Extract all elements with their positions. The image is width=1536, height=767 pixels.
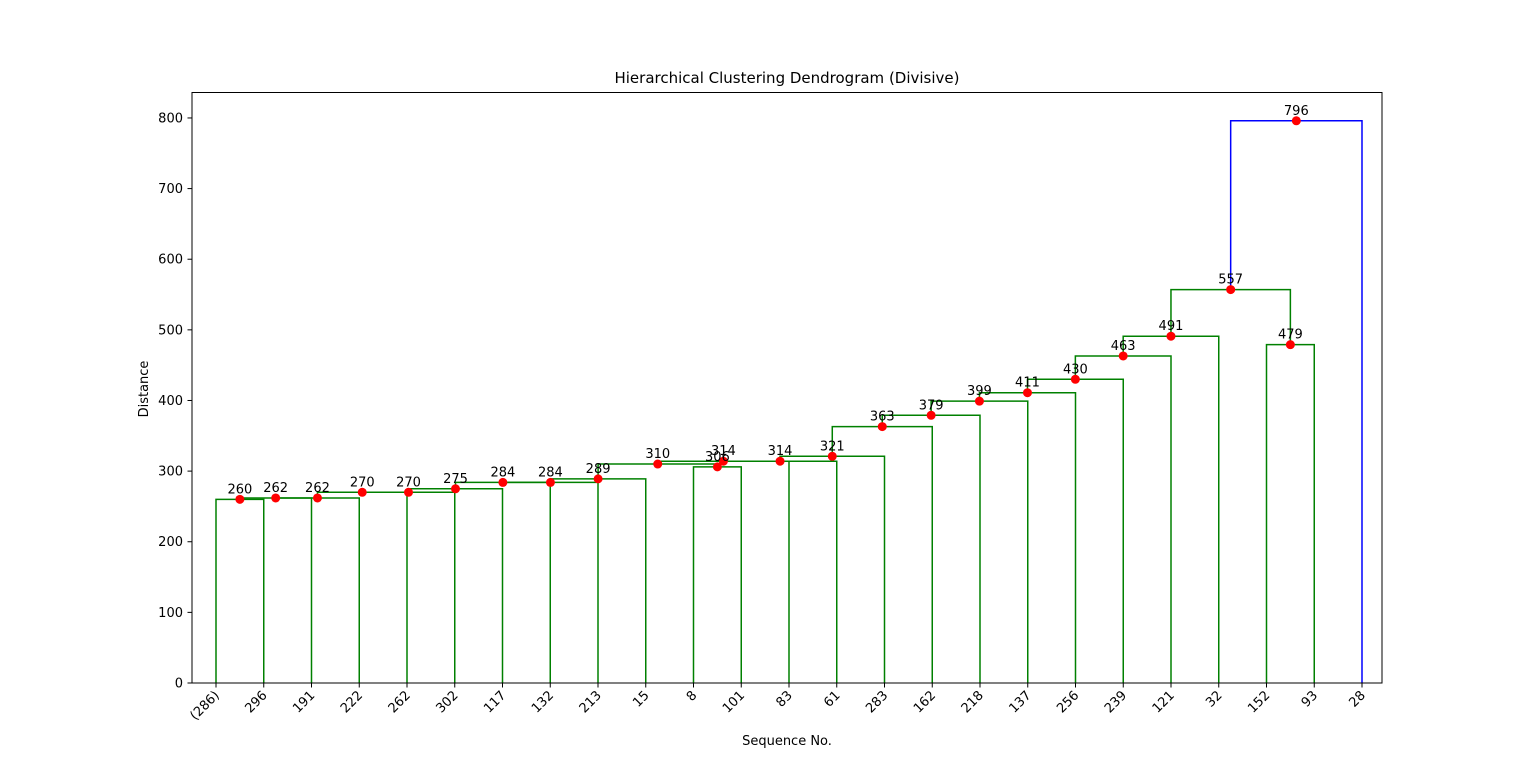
merge-marker-16 (974, 396, 984, 406)
merge-marker-21 (1285, 340, 1295, 350)
y-tick-label-5: 500 (158, 323, 183, 338)
x-axis-title: Sequence No. (742, 734, 832, 749)
merge-height-label-4: 270 (396, 475, 421, 490)
merge-height-label-5: 275 (443, 472, 468, 487)
merge-marker-11 (718, 456, 728, 466)
link-12 (723, 460, 838, 683)
merge-marker-7 (545, 477, 555, 487)
merge-marker-5 (450, 484, 460, 494)
y-tick-label-8: 800 (158, 111, 183, 126)
merge-height-label-10: 310 (645, 447, 670, 462)
link-2 (275, 497, 360, 683)
y-tick-label-4: 400 (158, 394, 183, 409)
merge-height-label-23: 796 (1284, 104, 1309, 119)
merge-height-label-11: 314 (711, 444, 736, 459)
y-tick-label-3: 300 (158, 465, 183, 480)
merge-height-label-12: 314 (768, 444, 793, 459)
merge-marker-8 (593, 474, 603, 484)
merge-height-label-8: 289 (586, 462, 611, 477)
merge-height-label-0: 260 (227, 482, 252, 497)
y-tick-label-7: 700 (158, 182, 183, 197)
merge-marker-22 (1226, 285, 1236, 295)
merge-marker-3 (357, 487, 367, 497)
merge-height-label-13: 321 (820, 439, 845, 454)
merge-height-label-9: 306 (705, 450, 730, 465)
merge-marker-17 (1022, 388, 1032, 398)
merge-marker-6 (498, 477, 508, 487)
merge-height-label-2: 262 (305, 481, 330, 496)
merge-height-label-21: 479 (1278, 328, 1303, 343)
chart-title: Hierarchical Clustering Dendrogram (Divi… (614, 69, 959, 87)
plot-frame (191, 92, 1383, 684)
merge-height-label-20: 491 (1159, 319, 1184, 334)
merge-marker-2 (312, 493, 322, 503)
y-axis-title: Distance (137, 361, 152, 418)
merge-marker-15 (926, 410, 936, 420)
merge-height-label-14: 363 (870, 410, 895, 425)
y-tick-label-1: 100 (158, 606, 183, 621)
merge-marker-23 (1291, 116, 1301, 126)
y-tick-label-2: 200 (158, 535, 183, 550)
merge-height-label-3: 270 (350, 475, 375, 490)
merge-height-label-22: 557 (1218, 273, 1243, 288)
merge-height-label-18: 430 (1063, 362, 1088, 377)
merge-marker-19 (1118, 351, 1128, 361)
y-tick-label-6: 600 (158, 253, 183, 268)
merge-height-label-17: 411 (1015, 376, 1040, 391)
merge-marker-20 (1166, 331, 1176, 341)
y-tick-label-0: 0 (175, 677, 183, 692)
merge-marker-18 (1070, 374, 1080, 384)
y-axis: 0 100 200 300 400 500 600 700 800 (158, 111, 192, 692)
merge-height-label-16: 399 (967, 384, 992, 399)
merge-height-label-6: 284 (490, 465, 515, 480)
merge-marker-14 (877, 422, 887, 432)
merge-height-label-15: 379 (919, 398, 944, 413)
merge-marker-10 (653, 459, 663, 469)
merge-markers (235, 116, 1301, 504)
merge-marker-13 (827, 451, 837, 461)
merge-marker-4 (403, 487, 413, 497)
merge-marker-9 (712, 462, 722, 472)
merge-height-label-7: 284 (538, 465, 563, 480)
merge-marker-0 (235, 494, 245, 504)
merge-height-label-1: 262 (263, 481, 288, 496)
merge-height-labels: 260 262 262 270 270 275 284 284 289 306 310 314 314 3… (227, 104, 1308, 498)
merge-height-label-19: 463 (1111, 339, 1136, 354)
merge-marker-1 (271, 493, 281, 503)
merge-marker-12 (775, 456, 785, 466)
